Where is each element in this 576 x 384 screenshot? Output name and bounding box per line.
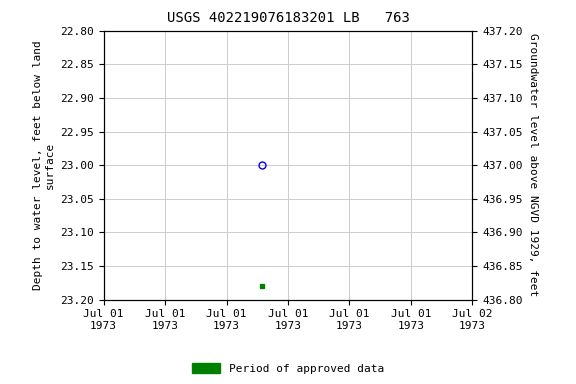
Title: USGS 402219076183201 LB   763: USGS 402219076183201 LB 763 (166, 12, 410, 25)
Y-axis label: Groundwater level above NGVD 1929, feet: Groundwater level above NGVD 1929, feet (528, 33, 538, 297)
Legend: Period of approved data: Period of approved data (188, 359, 388, 379)
Y-axis label: Depth to water level, feet below land
surface: Depth to water level, feet below land su… (33, 40, 55, 290)
